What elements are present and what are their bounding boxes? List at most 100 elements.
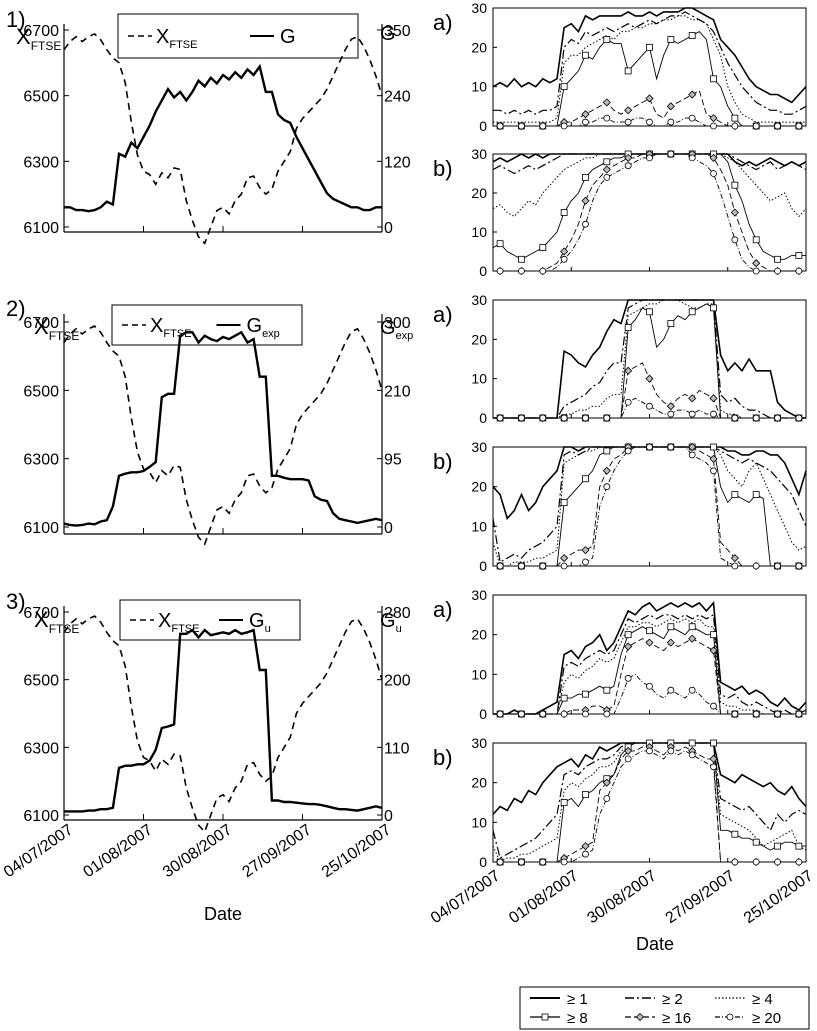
- marker-square-3a: [688, 623, 696, 631]
- marker-square-2b: [560, 499, 568, 506]
- marker-diamond-1b: [752, 259, 761, 268]
- right-tick-label-1: 0: [384, 220, 393, 237]
- marker-circle-3b: [518, 858, 525, 866]
- marker-circle-1a: [518, 122, 525, 130]
- y-tick-label-3b: 20: [471, 775, 487, 791]
- right-axis-title-3: Gu: [380, 610, 402, 635]
- marker-diamond-1b: [730, 208, 739, 217]
- y-tick-label-2a: 30: [471, 292, 487, 308]
- marker-diamond-3b: [581, 842, 590, 851]
- panel-1b: 0 10 20 30 b): [433, 146, 807, 279]
- y-tick-label-1a: 10: [471, 79, 487, 95]
- legend-label-xftse-1-main: X: [156, 26, 169, 48]
- marker-circle-3a: [624, 674, 632, 682]
- marker-circle-1b: [582, 220, 589, 228]
- marker-diamond-2b: [581, 546, 590, 555]
- marker-diamond-2b: [560, 554, 569, 563]
- marker-square-1b: [496, 240, 504, 248]
- marker-circle-1b: [560, 255, 568, 263]
- left-x-tick-label: 30/08/2007: [160, 821, 235, 881]
- marker-circle-2a: [710, 410, 717, 418]
- marker-square-2a: [624, 324, 632, 331]
- marker-diamond-1b: [602, 165, 611, 174]
- marker-circle-2a: [560, 414, 568, 422]
- marker-square-2a: [646, 308, 653, 316]
- panel-3a: 0 10 20 30 a): [433, 587, 807, 722]
- right-axis-title-1: G: [380, 23, 396, 45]
- y-tick-label-3a: 30: [471, 587, 487, 603]
- marker-circle-3b: [496, 858, 504, 866]
- marker-circle-2b: [667, 443, 675, 451]
- y-tick-label-2b: 20: [471, 479, 487, 495]
- marker-circle-1a: [603, 114, 611, 122]
- marker-circle-2b: [560, 562, 568, 570]
- marker-circle-1b: [774, 267, 781, 275]
- right-tick-label-2: 210: [384, 383, 411, 400]
- marker-circle-1b: [646, 154, 653, 162]
- marker-square-1a: [667, 36, 675, 43]
- frame-2a: [492, 299, 807, 419]
- marker-diamond-2b: [688, 442, 697, 452]
- legend-entry-label: ≥ 4: [752, 991, 773, 1008]
- marker-circle-3a: [667, 686, 675, 694]
- legend-label-g-1: G: [280, 26, 296, 48]
- marker-circle-3b: [774, 858, 781, 866]
- marker-circle-1a: [710, 122, 717, 130]
- y-tick-label-1b: 30: [471, 146, 487, 162]
- marker-square-3b: [752, 838, 760, 846]
- marker-square-2b: [731, 491, 739, 499]
- right-tick-label-3: 200: [384, 673, 411, 690]
- right-x-tick-label: 30/08/2007: [584, 867, 659, 927]
- marker-circle-1b: [731, 236, 739, 244]
- right-tick-label-1: 240: [384, 89, 411, 106]
- legend-label-xftse-3-main: X: [158, 610, 171, 632]
- left-x-tick-label: 27/09/2007: [239, 821, 314, 881]
- marker-square-1b: [795, 251, 803, 259]
- y-tick-label-1b: 20: [471, 185, 487, 201]
- right-axis-title-2-sub: exp: [396, 330, 414, 342]
- marker-square-2a: [710, 304, 717, 312]
- series-1b: [493, 153, 806, 272]
- right-tick-label-3: 0: [384, 808, 393, 825]
- marker-circle-3b: [795, 858, 803, 866]
- marker-circle-3a: [710, 702, 717, 710]
- marker-square-2b: [752, 491, 760, 499]
- panel-label-3b: b): [433, 745, 453, 770]
- panel-2a: 0 10 20 30 a): [433, 292, 807, 426]
- marker-circle-2b: [624, 447, 632, 455]
- marker-diamond-2b: [730, 554, 739, 563]
- legend-label-xftse-2-sub: FTSE: [163, 328, 191, 340]
- marker-diamond-2a: [624, 366, 633, 375]
- right-x-tick-label: 27/09/2007: [663, 867, 738, 927]
- marker-square-3a: [560, 694, 568, 702]
- marker-circle-1b: [603, 173, 611, 181]
- left-axis-title-1-sub: FTSE: [31, 39, 62, 53]
- marker-circle-2b: [518, 562, 525, 570]
- marker-diamond-1a: [624, 106, 633, 115]
- marker-circle-2b: [731, 562, 739, 570]
- series-XFTSE-1: [63, 32, 383, 245]
- marker-circle-2a: [731, 414, 739, 422]
- y-tick-label-3a: 10: [471, 666, 487, 682]
- marker-diamond-3b: [602, 778, 611, 787]
- legend-label-xftse-1-sub: FTSE: [169, 39, 197, 51]
- panel-label-1a: a): [433, 10, 453, 35]
- marker-diamond-2a: [709, 394, 718, 403]
- marker-square-3a: [646, 627, 653, 635]
- right-axis-title-3-main: G: [380, 610, 396, 632]
- marker-square-1a: [603, 36, 611, 43]
- marker-circle-1b: [752, 267, 760, 275]
- series-2a: [493, 303, 806, 419]
- marker-square-1b: [731, 181, 739, 189]
- marker-circle-1a: [795, 122, 803, 130]
- panel-label-2b: b): [433, 449, 453, 474]
- marker-diamond-2a: [688, 394, 697, 403]
- marker-circle-3a: [539, 710, 547, 718]
- bottom-legend-box: [519, 986, 810, 1030]
- marker-diamond-2a: [666, 402, 675, 411]
- marker-circle-3b: [582, 850, 589, 858]
- marker-circle-1b: [624, 162, 632, 170]
- marker-circle-3a: [603, 710, 611, 718]
- marker-circle-1b: [496, 267, 504, 275]
